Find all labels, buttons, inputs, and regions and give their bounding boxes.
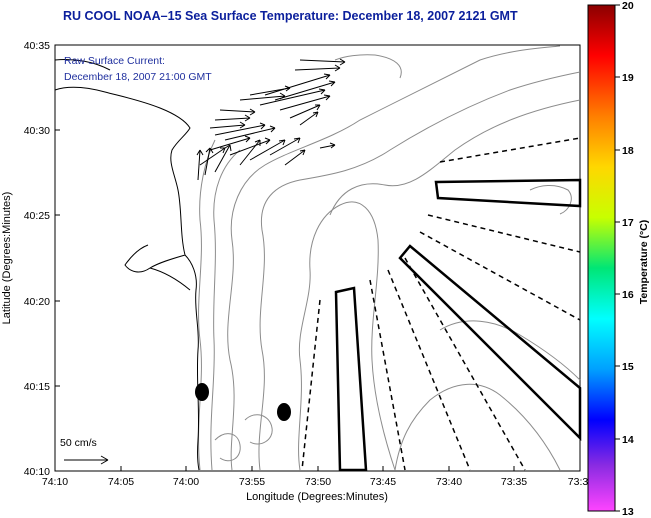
contour-line (244, 414, 273, 445)
cb-tick: 20 (622, 0, 634, 12)
contour-line (298, 201, 396, 471)
scale-label: 50 cm/s (60, 437, 97, 449)
transect-dashed-lines (301, 137, 581, 471)
cb-tick: 13 (622, 506, 634, 518)
station-marker (195, 383, 209, 401)
coastline-path (184, 254, 200, 471)
band-southeast (398, 244, 582, 442)
contour-line (198, 139, 216, 471)
band-east (434, 178, 582, 208)
cb-tick: 18 (622, 145, 634, 157)
dashed-line (404, 257, 526, 471)
figure-title: RU COOL NOAA–15 Sea Surface Temperature:… (63, 9, 518, 23)
x-axis-label: Longitude (Degrees:Minutes) (246, 491, 388, 503)
x-tick: 74:10 (42, 476, 68, 488)
y-tick: 40:35 (24, 40, 50, 52)
transect-bands (334, 178, 582, 472)
station-marker (277, 403, 291, 421)
y-tick: 40:15 (24, 381, 50, 393)
x-tick-labels: 74:10 74:05 74:00 73:55 73:50 73:45 73:4… (42, 476, 589, 488)
x-tick: 74:00 (173, 476, 199, 488)
x-tick: 73:50 (305, 476, 331, 488)
coastline (54, 59, 200, 471)
y-axis-label: Latitude (Degrees:Minutes) (1, 192, 13, 325)
contour-line (394, 383, 561, 471)
bathymetry-contours (198, 45, 581, 471)
dashed-line (427, 214, 581, 253)
plot-frame (54, 44, 581, 472)
dashed-line (419, 231, 581, 321)
contour-line (214, 433, 241, 462)
dashed-line (301, 299, 321, 471)
coastline-path (54, 59, 111, 71)
y-tick: 40:25 (24, 210, 50, 222)
contour-line (529, 185, 572, 215)
cb-tick: 19 (622, 72, 634, 84)
current-vectors (196, 58, 346, 181)
legend-line-2: December 18, 2007 21:00 GMT (64, 71, 212, 83)
contour-line (258, 71, 581, 471)
colorbar-title: Temperature (°C) (638, 220, 650, 305)
y-tick-labels: 40:35 40:30 40:25 40:20 40:15 40:10 (24, 40, 50, 478)
x-tick: 73:55 (239, 476, 265, 488)
cb-tick: 15 (622, 361, 634, 373)
colorbar (587, 4, 616, 512)
coastline-path (149, 267, 191, 291)
contour-line (227, 45, 561, 471)
dashed-line (387, 269, 471, 471)
coastline-path (54, 86, 191, 273)
contour-line (329, 99, 581, 216)
x-tick: 73:45 (370, 476, 396, 488)
band-south (334, 286, 368, 472)
y-tick: 40:20 (24, 296, 50, 308)
y-tick: 40:30 (24, 125, 50, 137)
cb-tick: 16 (622, 289, 634, 301)
cb-tick: 17 (622, 217, 634, 229)
x-tick: 73:35 (501, 476, 527, 488)
x-tick: 74:05 (108, 476, 134, 488)
colorbar-labels: 20 19 18 17 16 15 14 13 (622, 0, 634, 518)
axis-ticks (54, 44, 515, 472)
x-tick: 73:3 (568, 476, 589, 488)
dashed-line (439, 137, 581, 163)
y-tick: 40:10 (24, 466, 50, 478)
legend-line-1: Raw Surface Current: (64, 55, 165, 67)
scale-arrow-head-icon (100, 455, 109, 465)
colorbar-ticks (615, 4, 620, 512)
cb-tick: 14 (622, 434, 634, 446)
contour-line (334, 54, 402, 79)
x-tick: 73:40 (436, 476, 462, 488)
contour-line (210, 149, 241, 471)
